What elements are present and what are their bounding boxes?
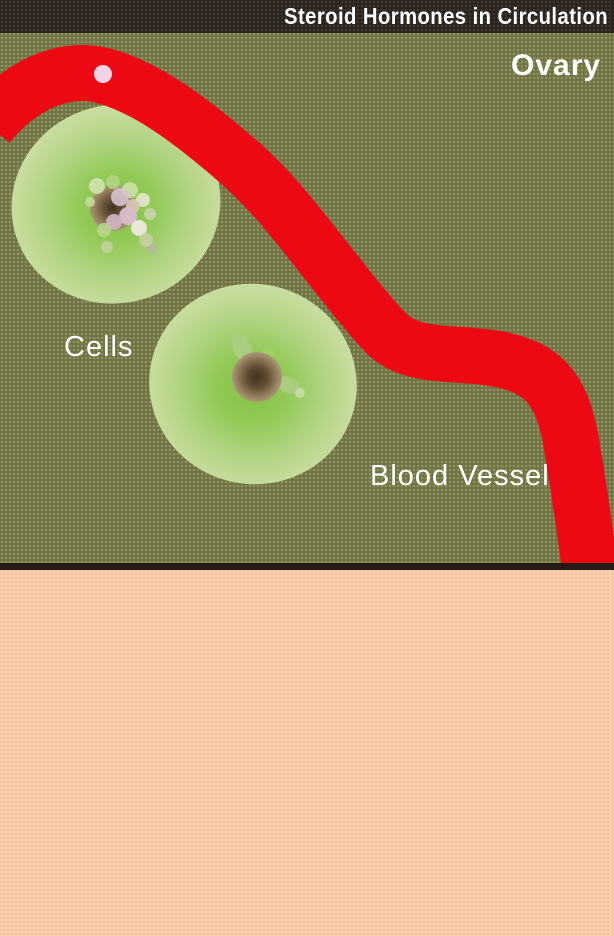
- ovary-diagram: [0, 45, 614, 563]
- cell-nucleus: [232, 352, 282, 402]
- label-cells: Cells: [64, 331, 134, 363]
- label-blood-vessel: Blood Vessel: [370, 460, 550, 492]
- section-divider: [0, 563, 614, 570]
- ovary-cell-2: [149, 283, 357, 485]
- hormone-dot: [94, 65, 112, 83]
- label-ovary: Ovary: [511, 49, 602, 82]
- page-title: Steroid Hormones in Circulation: [283, 3, 608, 29]
- plasma-proteins-table: Plasma Proteins ALBUMIN CBG TeBG FREE pr…: [0, 570, 614, 936]
- ovary-cell-1: [11, 104, 221, 304]
- cell-vesicles: [85, 175, 157, 254]
- title-bar: Steroid Hormones in Circulation: [0, 0, 614, 33]
